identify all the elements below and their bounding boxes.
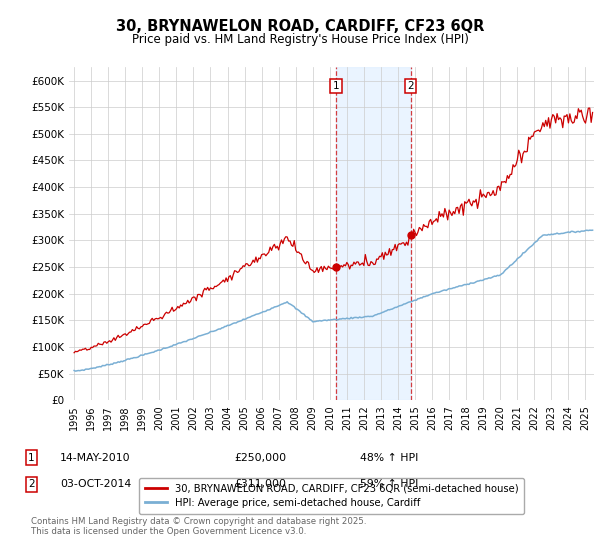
- Text: 1: 1: [333, 81, 340, 91]
- Text: 2: 2: [407, 81, 414, 91]
- Text: £250,000: £250,000: [234, 452, 286, 463]
- Text: 1: 1: [28, 452, 35, 463]
- Text: 59% ↑ HPI: 59% ↑ HPI: [360, 479, 418, 489]
- Text: Price paid vs. HM Land Registry's House Price Index (HPI): Price paid vs. HM Land Registry's House …: [131, 32, 469, 46]
- Text: 30, BRYNAWELON ROAD, CARDIFF, CF23 6QR: 30, BRYNAWELON ROAD, CARDIFF, CF23 6QR: [116, 20, 484, 34]
- Legend: 30, BRYNAWELON ROAD, CARDIFF, CF23 6QR (semi-detached house), HPI: Average price: 30, BRYNAWELON ROAD, CARDIFF, CF23 6QR (…: [139, 478, 524, 514]
- Text: Contains HM Land Registry data © Crown copyright and database right 2025.
This d: Contains HM Land Registry data © Crown c…: [31, 517, 367, 536]
- Text: £311,000: £311,000: [234, 479, 286, 489]
- Text: 48% ↑ HPI: 48% ↑ HPI: [360, 452, 418, 463]
- Text: 14-MAY-2010: 14-MAY-2010: [60, 452, 131, 463]
- Text: 2: 2: [28, 479, 35, 489]
- Bar: [336, 67, 411, 400]
- Text: 03-OCT-2014: 03-OCT-2014: [60, 479, 131, 489]
